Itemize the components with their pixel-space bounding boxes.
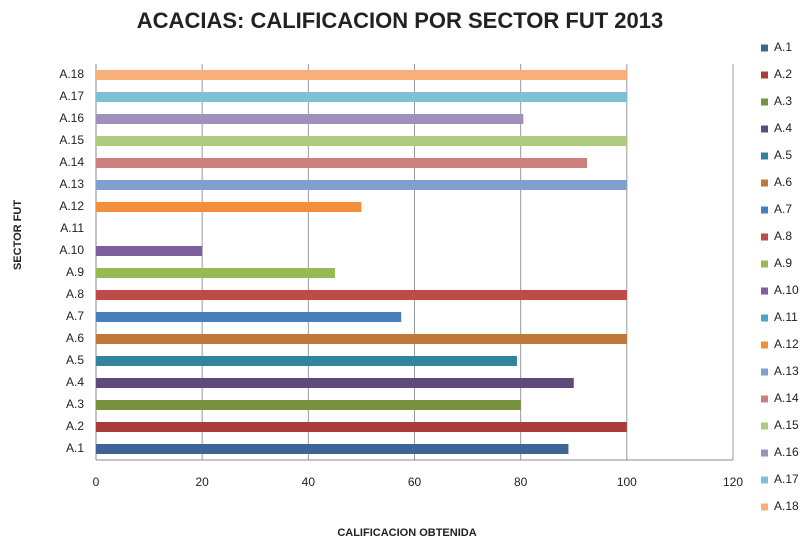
legend-swatch — [761, 287, 768, 295]
y-tick-label: A.4 — [66, 375, 84, 389]
y-tick-label: A.5 — [66, 353, 84, 367]
y-tick-label: A.13 — [59, 177, 84, 191]
x-tick-label: 80 — [514, 475, 528, 489]
legend-label: A.10 — [774, 283, 799, 297]
legend-label: A.11 — [774, 310, 798, 324]
legend-swatch — [761, 341, 768, 349]
y-tick-label: A.12 — [59, 199, 84, 213]
legend-swatch — [761, 422, 768, 430]
bar — [96, 334, 627, 344]
y-tick-label: A.15 — [59, 133, 84, 147]
bar — [96, 114, 524, 124]
bar — [96, 92, 627, 102]
legend-swatch — [761, 71, 768, 79]
legend-label: A.2 — [774, 67, 792, 81]
legend-label: A.3 — [774, 94, 792, 108]
legend-label: A.8 — [774, 229, 792, 243]
x-tick-label: 20 — [195, 475, 209, 489]
y-tick-label: A.10 — [59, 243, 84, 257]
legend-label: A.7 — [774, 202, 792, 216]
bar — [96, 158, 588, 168]
bar — [96, 246, 203, 256]
bar — [96, 136, 627, 146]
legend-swatch — [761, 44, 768, 52]
bar — [96, 400, 521, 410]
bar — [96, 290, 627, 300]
legend-swatch — [761, 476, 768, 484]
legend-swatch — [761, 98, 768, 106]
legend-swatch — [761, 449, 768, 457]
legend-swatch — [761, 233, 768, 241]
y-axis-label: SECTOR FUT — [12, 200, 24, 270]
y-tick-label: A.16 — [59, 111, 84, 125]
y-tick-label: A.17 — [59, 89, 84, 103]
legend-label: A.14 — [774, 391, 799, 405]
x-tick-label: 60 — [408, 475, 422, 489]
legend-label: A.6 — [774, 175, 792, 189]
legend-swatch — [761, 260, 768, 268]
legend-label: A.1 — [774, 40, 792, 54]
bar — [96, 312, 402, 322]
bar — [96, 356, 517, 366]
legend-label: A.17 — [774, 472, 799, 486]
legend-label: A.15 — [774, 418, 799, 432]
y-tick-label: A.18 — [59, 67, 84, 81]
y-tick-label: A.11 — [60, 221, 84, 235]
legend-swatch — [761, 125, 768, 133]
legend-swatch — [761, 503, 768, 511]
legend-label: A.4 — [774, 121, 792, 135]
y-tick-label: A.8 — [66, 287, 84, 301]
legend-label: A.12 — [774, 337, 799, 351]
legend-swatch — [761, 152, 768, 160]
bar — [96, 180, 627, 190]
legend-label: A.16 — [774, 445, 799, 459]
bar — [96, 422, 627, 432]
y-tick-label: A.2 — [66, 419, 84, 433]
y-tick-label: A.9 — [66, 265, 84, 279]
x-tick-label: 40 — [302, 475, 316, 489]
x-tick-label: 120 — [723, 475, 743, 489]
bar — [96, 378, 574, 388]
legend-swatch — [761, 368, 768, 376]
legend-label: A.13 — [774, 364, 799, 378]
y-tick-label: A.1 — [66, 441, 84, 455]
legend-label: A.9 — [774, 256, 792, 270]
legend-label: A.5 — [774, 148, 792, 162]
legend-swatch — [761, 179, 768, 187]
x-axis-label: CALIFICACION OBTENIDA — [337, 527, 476, 539]
x-tick-label: 100 — [617, 475, 637, 489]
legend-swatch — [761, 206, 768, 214]
chart-title: ACACIAS: CALIFICACION POR SECTOR FUT 201… — [137, 8, 663, 33]
legend-swatch — [761, 314, 768, 322]
legend-label: A.18 — [774, 499, 799, 513]
y-tick-label: A.14 — [59, 155, 84, 169]
legend-swatch — [761, 395, 768, 403]
bar — [96, 444, 569, 454]
bar — [96, 268, 335, 278]
bar — [96, 202, 362, 212]
y-tick-label: A.3 — [66, 397, 84, 411]
bar — [96, 70, 627, 80]
y-tick-label: A.7 — [66, 309, 84, 323]
y-tick-label: A.6 — [66, 331, 84, 345]
x-tick-label: 0 — [93, 475, 100, 489]
